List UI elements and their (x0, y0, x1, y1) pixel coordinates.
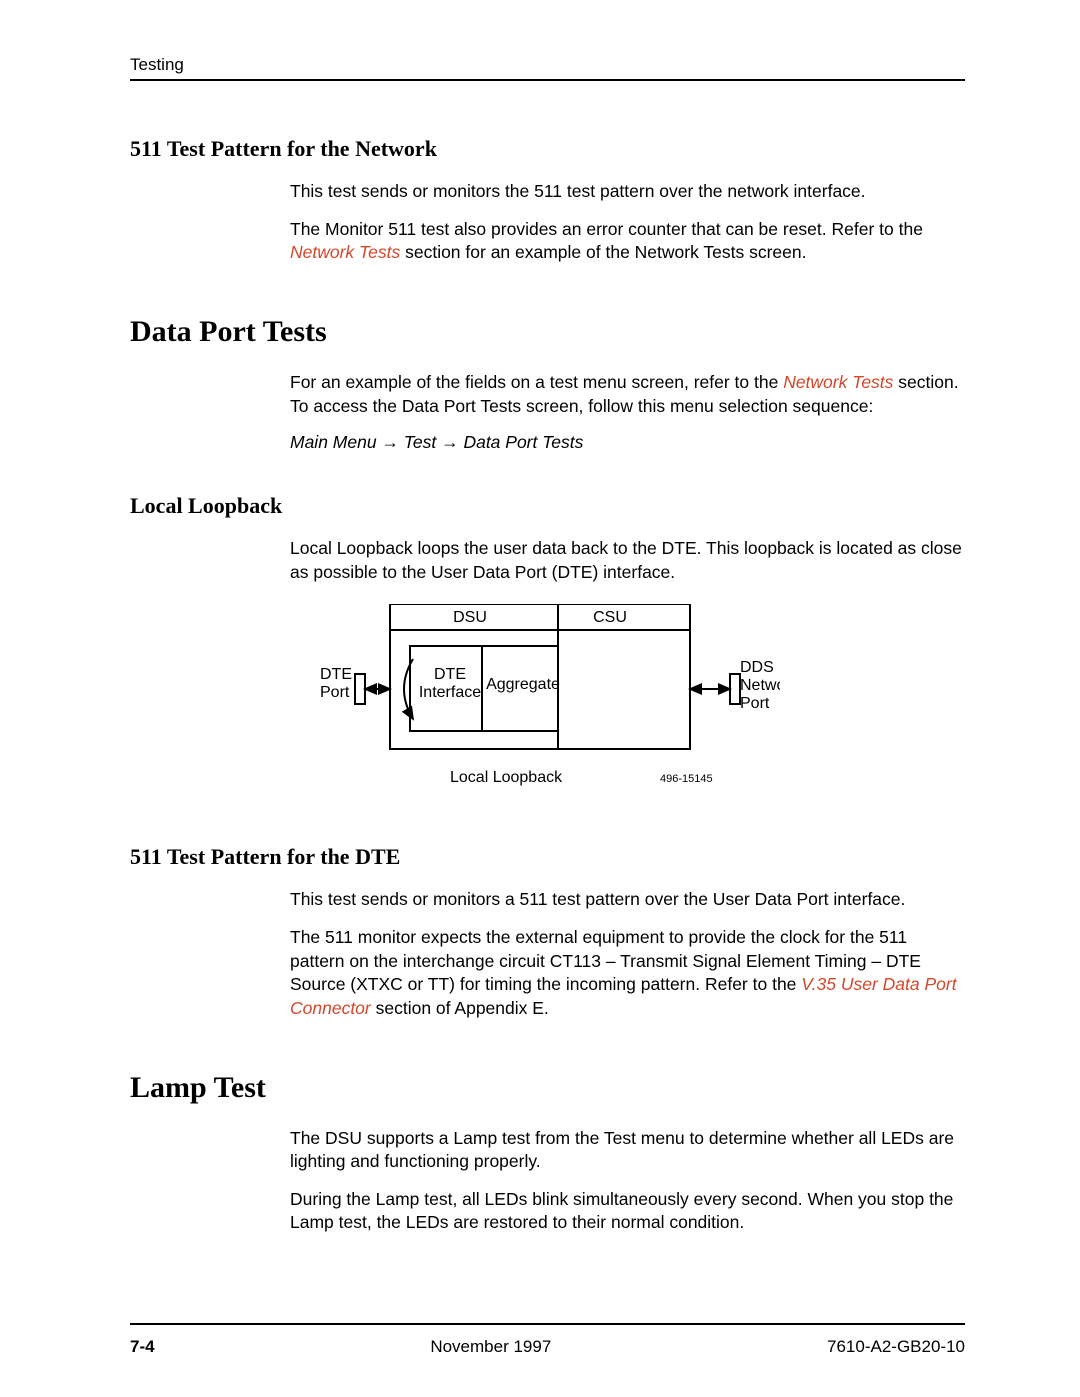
text: section of Appendix E. (371, 998, 549, 1018)
svg-text:Local Loopback: Local Loopback (450, 769, 563, 786)
body-lamp-test: The DSU supports a Lamp test from the Te… (290, 1127, 965, 1236)
text: For an example of the fields on a test m… (290, 372, 783, 392)
body-local-loopback: Local Loopback loops the user data back … (290, 537, 965, 809)
svg-text:Aggregate: Aggregate (486, 676, 560, 693)
para: During the Lamp test, all LEDs blink sim… (290, 1188, 965, 1235)
svg-text:DTE: DTE (320, 666, 352, 683)
svg-text:496-15145: 496-15145 (660, 773, 713, 785)
heading-local-loopback: Local Loopback (130, 493, 965, 519)
page-footer: 7-4 November 1997 7610-A2-GB20-10 (130, 1323, 965, 1357)
svg-text:CSU: CSU (593, 609, 627, 626)
page-number: 7-4 (130, 1337, 155, 1357)
body-511-dte: This test sends or monitors a 511 test p… (290, 888, 965, 1020)
para: This test sends or monitors the 511 test… (290, 180, 965, 204)
para: The 511 monitor expects the external equ… (290, 926, 965, 1021)
header-rule (130, 79, 965, 81)
svg-text:DSU: DSU (453, 609, 487, 626)
body-data-port-tests: For an example of the fields on a test m… (290, 371, 965, 453)
svg-text:Port: Port (740, 695, 770, 712)
para: Local Loopback loops the user data back … (290, 537, 965, 584)
text: The Monitor 511 test also provides an er… (290, 219, 923, 239)
heading-511-network: 511 Test Pattern for the Network (130, 136, 965, 162)
footer-row: 7-4 November 1997 7610-A2-GB20-10 (130, 1337, 965, 1357)
body-511-network: This test sends or monitors the 511 test… (290, 180, 965, 265)
footer-rule (130, 1323, 965, 1325)
para: This test sends or monitors a 511 test p… (290, 888, 965, 912)
footer-date: November 1997 (430, 1337, 551, 1357)
heading-511-dte: 511 Test Pattern for the DTE (130, 844, 965, 870)
svg-text:DTE: DTE (434, 666, 466, 683)
svg-text:DDS: DDS (740, 659, 774, 676)
para: For an example of the fields on a test m… (290, 371, 965, 418)
para: The Monitor 511 test also provides an er… (290, 218, 965, 265)
running-head: Testing (130, 55, 965, 75)
heading-lamp-test: Lamp Test (130, 1071, 965, 1105)
svg-text:Interface: Interface (419, 684, 481, 701)
heading-data-port-tests: Data Port Tests (130, 315, 965, 349)
link-network-tests[interactable]: Network Tests (783, 372, 893, 392)
footer-doc-number: 7610-A2-GB20-10 (827, 1337, 965, 1357)
loopback-diagram-svg: DSUCSUDTEInterfaceAggregateDTEPortDDSNet… (310, 604, 780, 804)
svg-text:Network: Network (740, 677, 780, 694)
page: Testing 511 Test Pattern for the Network… (0, 0, 1080, 1397)
menu-path: Main Menu → Test → Data Port Tests (290, 432, 965, 453)
text: section for an example of the Network Te… (400, 242, 806, 262)
para: The DSU supports a Lamp test from the Te… (290, 1127, 965, 1174)
diagram-local-loopback: DSUCSUDTEInterfaceAggregateDTEPortDDSNet… (310, 604, 965, 809)
svg-text:Port: Port (320, 684, 350, 701)
link-network-tests[interactable]: Network Tests (290, 242, 400, 262)
